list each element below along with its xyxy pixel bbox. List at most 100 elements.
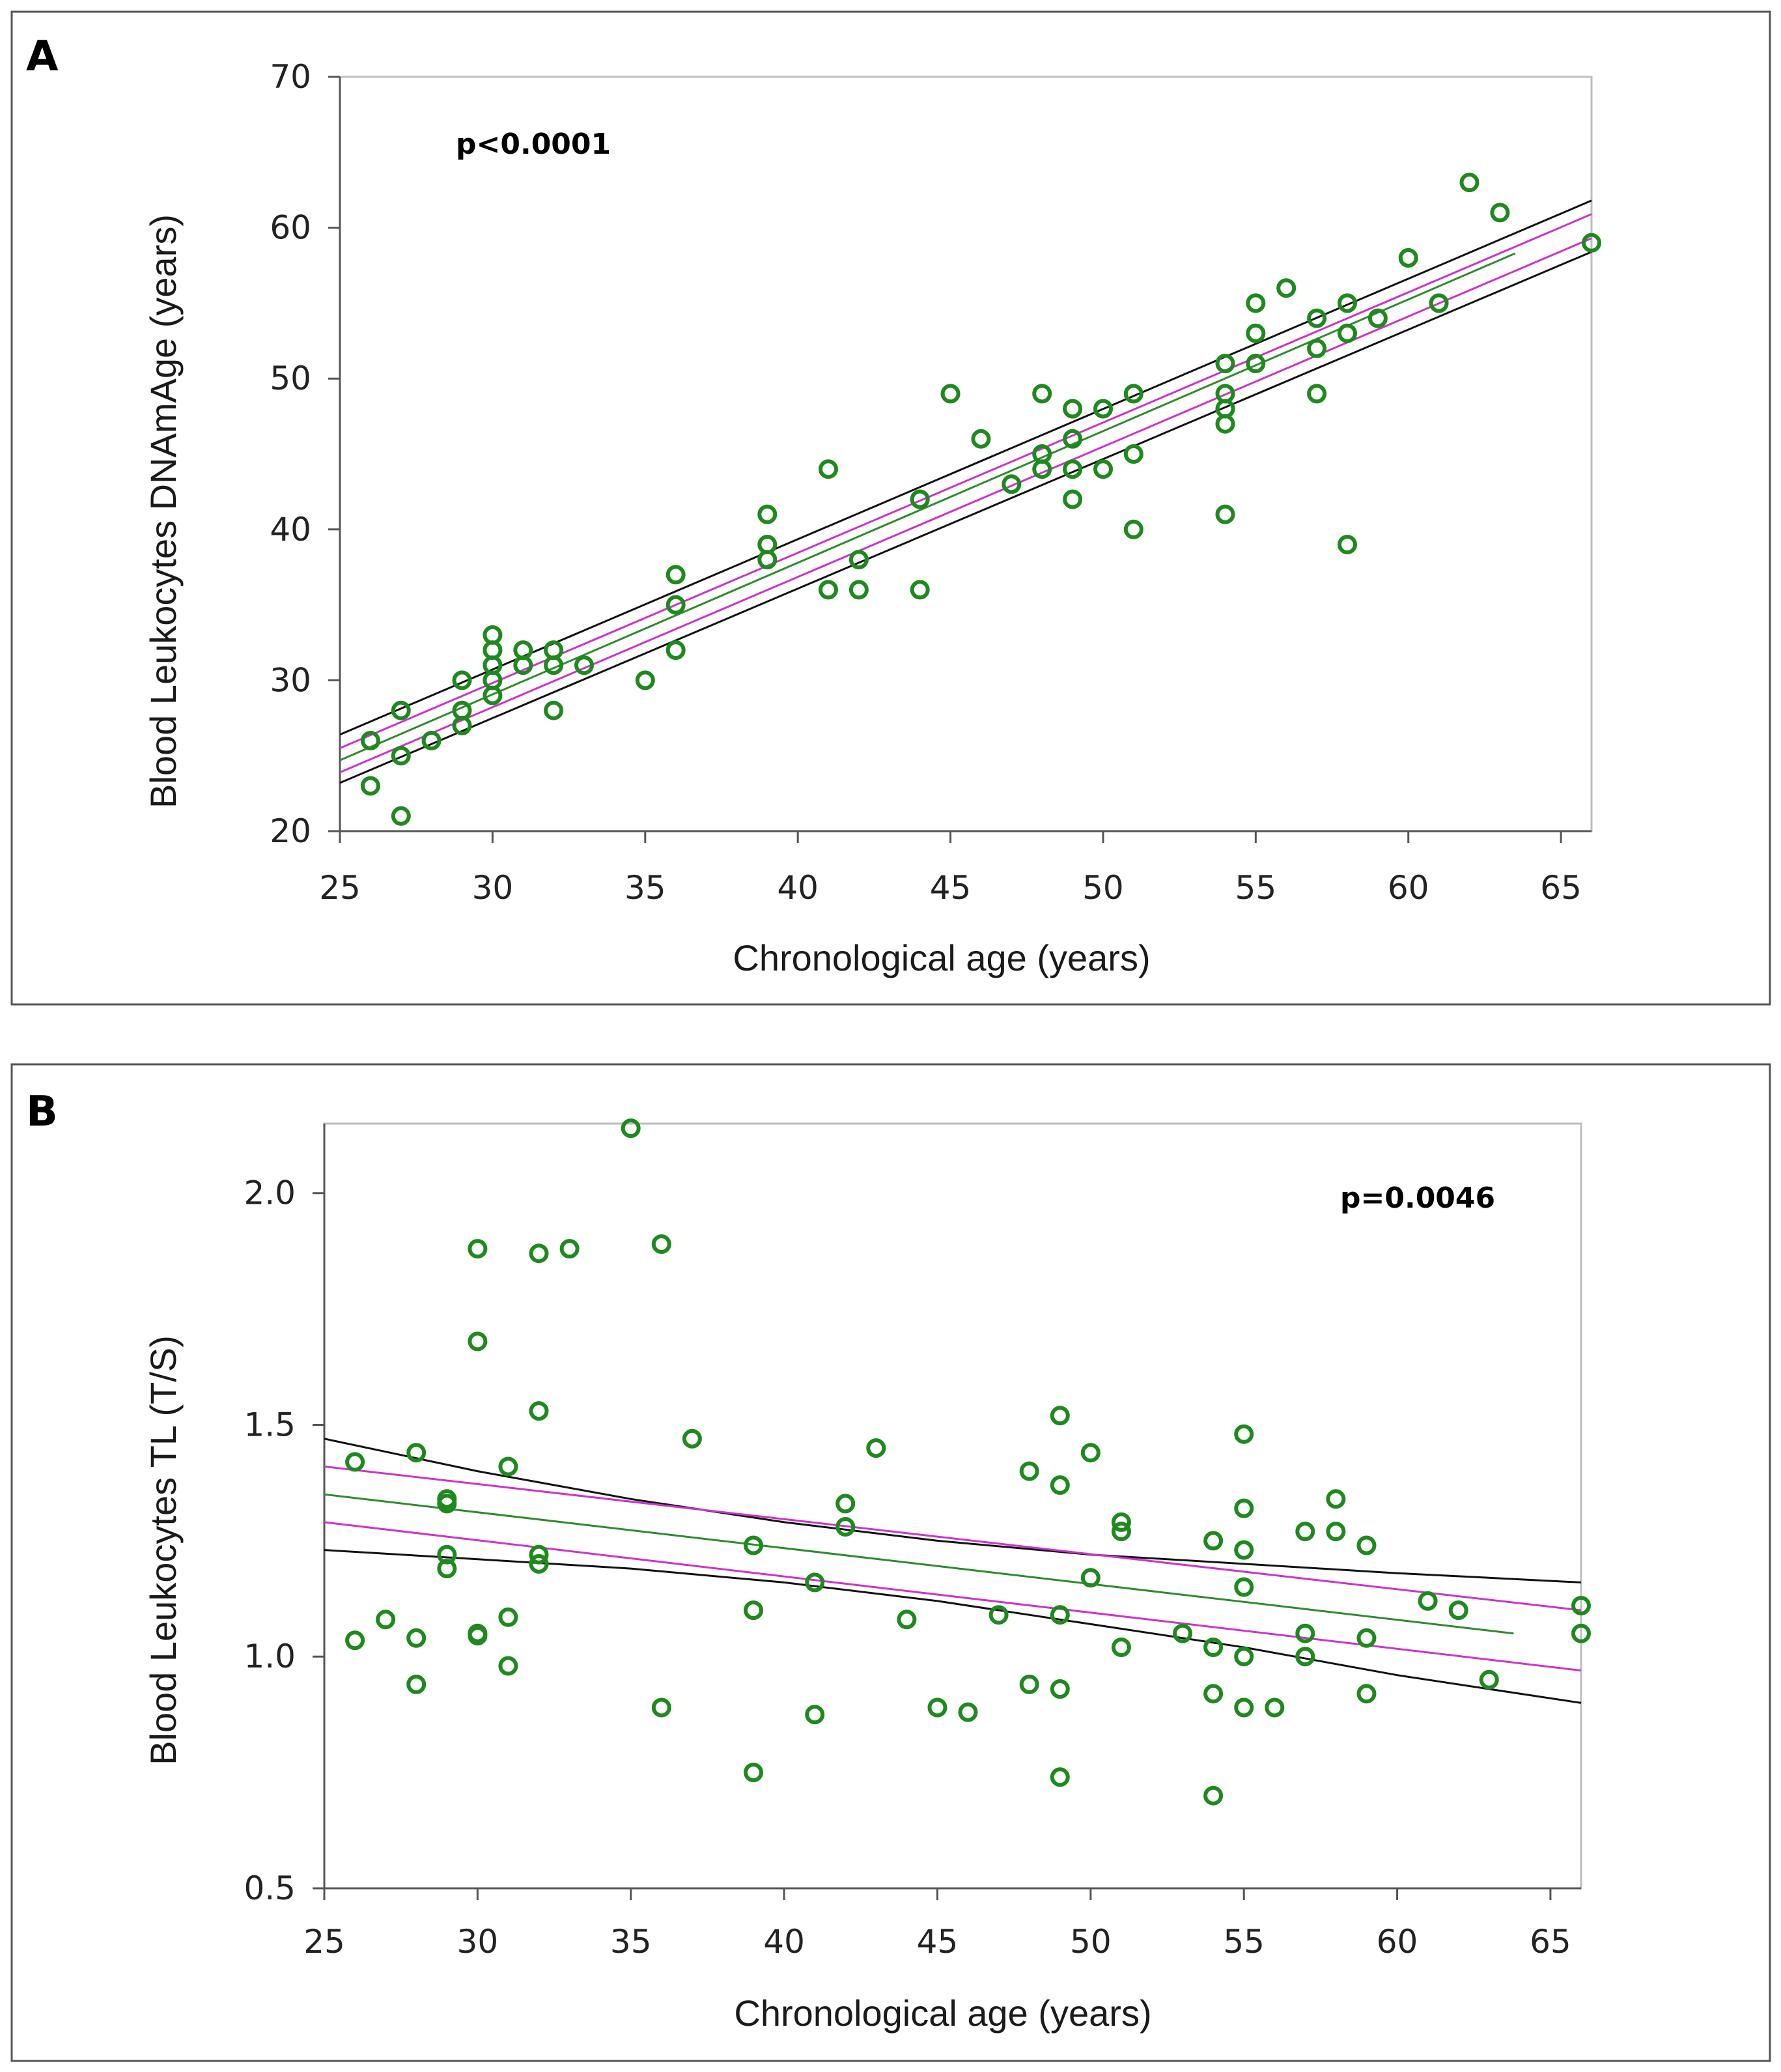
panel-b-data-point: [1050, 1406, 1070, 1426]
panel-b-data-point: [468, 1626, 488, 1646]
panel-b-ci-inner-upper: [324, 1466, 1582, 1611]
panel-b-y-tick-label: 1.0: [244, 1638, 296, 1675]
panel-b-data-point: [744, 1600, 763, 1621]
panel-b-data-point: [529, 1401, 549, 1421]
panel-b-data-point: [1234, 1697, 1254, 1718]
panel-a-data-point: [544, 655, 564, 675]
panel-a-data-point: [910, 489, 930, 509]
panel-b-y-axis-title: Blood Leukocytes TL (T/S): [143, 1335, 184, 1765]
panel-a-data-point: [421, 731, 442, 750]
panel-b-data-point: [805, 1705, 825, 1725]
panel-a-data-point: [1063, 459, 1083, 479]
panel-b-data-point: [1111, 1522, 1131, 1542]
panel-a-data-point: [1032, 384, 1052, 404]
panel-b-data-point: [866, 1438, 886, 1458]
panel-b-data-point: [559, 1239, 580, 1259]
panel-a-x-tick-label: 35: [624, 869, 666, 907]
panel-a-ticks: 25 30 35 40 45 50 55 60 65 20 30 40 50 60 70: [270, 58, 1582, 907]
panel-a-data-point: [1490, 203, 1510, 223]
panel-a-ci-inner-lower: [339, 237, 1592, 774]
panel-b-data-point: [897, 1610, 917, 1630]
panel-b-data-point: [1295, 1623, 1315, 1643]
panel-b-ticks: 25 30 35 40 45 50 55 60 65 0.5 1.0 1.5 2.0: [244, 1174, 1571, 1961]
panel-b-data-point: [1295, 1647, 1315, 1667]
panel-b-data-point: [651, 1234, 671, 1254]
panel-a-data-point: [757, 550, 778, 570]
panel-a-data-point: [1215, 414, 1235, 434]
panel-a-data-point: [635, 670, 655, 690]
panel-b-data-point: [1234, 1577, 1254, 1597]
panel-a-data-point: [1063, 489, 1083, 509]
panel-b-data-point: [1326, 1522, 1346, 1542]
panel-a-ci-inner-upper: [339, 213, 1592, 749]
panel-b-y-tick-label: 0.5: [244, 1869, 296, 1907]
panel-b-data-point: [651, 1697, 671, 1718]
panel-a-x-tick-label: 50: [1082, 869, 1124, 907]
panel-b-data-point: [1295, 1522, 1315, 1542]
panel-b-data-point: [989, 1605, 1009, 1625]
panel-a-y-tick-label: 70: [270, 58, 311, 96]
panel-a-y-tick-label: 20: [270, 812, 311, 850]
panel-b-data-point: [468, 1239, 488, 1259]
panel-b-x-tick-label: 40: [763, 1923, 805, 1961]
panel-b-data-point: [437, 1494, 457, 1514]
panel-b-data-point: [744, 1763, 763, 1783]
panel-b-data-point: [1080, 1568, 1101, 1588]
panel-b-data-point: [529, 1554, 549, 1574]
panel-a-data-point: [1582, 233, 1601, 253]
panel-b-p-value: p=0.0046: [1340, 1182, 1495, 1215]
panel-b-data-point: [1571, 1623, 1591, 1643]
panel-a-fit-line: [339, 252, 1516, 761]
panel-a-data-point: [1307, 308, 1327, 328]
panel-b-x-tick-label: 55: [1223, 1923, 1265, 1961]
panel-b-ci-outer-lower: [324, 1549, 1582, 1704]
panel-a-data-point: [360, 776, 380, 796]
panel-b-data-point: [1234, 1540, 1254, 1560]
panel-a-y-tick-label: 30: [270, 661, 311, 699]
panel-a-data-point: [1276, 278, 1297, 298]
panel-a-x-tick-label: 65: [1540, 869, 1582, 907]
panel-a-x-tick-label: 25: [319, 869, 361, 907]
panel-b-data-point: [529, 1243, 549, 1264]
panel-a-data-point: [1338, 535, 1357, 554]
panel-b-letter: B: [26, 1088, 58, 1136]
panel-b-data-point: [529, 1544, 549, 1565]
panel-a-y-tick-label: 60: [270, 209, 311, 247]
panel-b-data-point: [835, 1517, 856, 1537]
panel-b-ci-outer-upper: [324, 1438, 1582, 1583]
panel-b-data-point: [1479, 1669, 1499, 1690]
panel-b-data-point: [1080, 1443, 1101, 1463]
panel-a-border: [10, 10, 1771, 1006]
panel-b-x-tick-label: 45: [917, 1923, 959, 1961]
panel-a-data-point: [544, 700, 564, 720]
panel-b-data-point: [1326, 1489, 1346, 1509]
panel-b-data-point: [1265, 1697, 1285, 1718]
panel-a-x-axis-title: Chronological age (years): [733, 937, 1150, 978]
panel-a-data-point: [848, 550, 869, 570]
panel-b-data-point: [406, 1628, 427, 1648]
panel-a-data-point: [1032, 459, 1052, 479]
panel-a-data-point: [666, 640, 686, 660]
panel-b-data-point: [498, 1456, 518, 1477]
panel-a-data-point: [574, 655, 594, 675]
panel-b-y-tick-label: 1.5: [244, 1406, 296, 1443]
panel-a-data-point: [1307, 338, 1327, 358]
panel-a-data-point: [1307, 384, 1327, 404]
panel-b-x-tick-label: 60: [1377, 1923, 1418, 1961]
panel-b-data-point: [1234, 1424, 1254, 1444]
panel-b-data-point: [406, 1674, 427, 1694]
panel-b-data-point: [1203, 1531, 1224, 1551]
panel-a-data-point: [1093, 459, 1113, 479]
panel-b-data-point: [1356, 1684, 1377, 1704]
panel-b-border: [10, 1063, 1771, 2062]
panel-a-data-point: [1459, 173, 1479, 193]
panel-b-lines: [324, 1438, 1582, 1704]
panel-a-data-point: [391, 806, 411, 826]
panel-a-data-point: [1246, 293, 1266, 313]
panel-b-data-point: [835, 1494, 856, 1514]
panel-a-data-point: [1063, 429, 1083, 449]
panel-a-data-point: [452, 715, 472, 735]
panel-b-data-point: [1418, 1591, 1438, 1611]
panel-a-x-tick-label: 55: [1235, 869, 1277, 907]
panel-a-data-point: [1093, 399, 1113, 419]
